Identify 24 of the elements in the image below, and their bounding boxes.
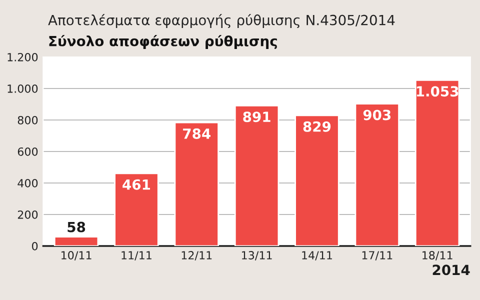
y-tick-label: 1.200 [8, 52, 38, 62]
x-tick-label: 18/11 [422, 251, 452, 260]
y-tick-label: 600 [18, 147, 38, 156]
x-tick-label: 17/11 [362, 251, 392, 260]
x-tick-label: 13/11 [242, 251, 272, 260]
x-tick-label: 12/11 [182, 251, 212, 260]
chart-title: Αποτελέσματα εφαρμογής ρύθμισης Ν.4305/2014 [48, 14, 395, 28]
x-tick-label: 10/11 [62, 251, 92, 260]
y-tick-label: 1.000 [8, 84, 38, 93]
x-tick-label: 11/11 [122, 251, 152, 260]
data-label: 891 [243, 112, 270, 122]
data-label: 58 [68, 222, 86, 232]
data-label: 829 [303, 121, 331, 132]
x-tick-label: 14/11 [302, 251, 332, 260]
y-tick-label: 800 [18, 116, 38, 124]
x-axis-title: 2014 [432, 264, 470, 276]
y-tick-label: 200 [18, 210, 38, 219]
data-label: 903 [363, 110, 391, 120]
data-label: 461 [122, 179, 150, 190]
y-tick-label: 0 [32, 242, 38, 250]
chart-subtitle: Σύνολο αποφάσεων ρύθμισης [49, 34, 277, 50]
y-tick-label: 400 [18, 178, 38, 188]
data-label: 1.053 [416, 86, 458, 97]
data-label: 784 [183, 128, 210, 139]
